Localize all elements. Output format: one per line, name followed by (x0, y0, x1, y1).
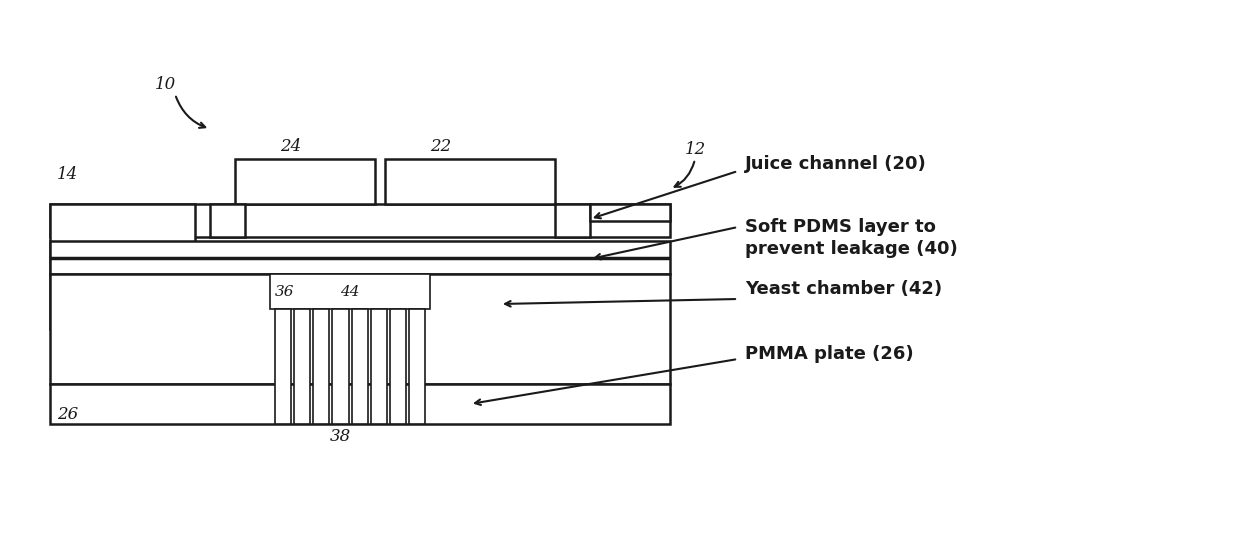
Bar (314, 309, 330, 424)
Bar (275, 309, 291, 424)
Bar (210, 204, 246, 237)
Bar (371, 309, 387, 424)
Bar (332, 309, 348, 424)
Text: 12: 12 (684, 141, 707, 158)
Text: 44: 44 (340, 285, 360, 299)
Bar (50, 241, 670, 274)
Bar (50, 274, 670, 384)
Text: Yeast chamber (42): Yeast chamber (42) (745, 280, 942, 298)
Text: 36: 36 (275, 285, 295, 299)
Bar (351, 309, 367, 424)
Bar (236, 159, 374, 204)
Bar (270, 274, 430, 309)
Text: 38: 38 (330, 428, 351, 445)
Bar (50, 204, 670, 237)
Text: PMMA plate (26): PMMA plate (26) (745, 345, 914, 363)
Text: Soft PDMS layer to: Soft PDMS layer to (745, 218, 936, 236)
Bar (389, 309, 405, 424)
Bar (50, 204, 195, 329)
Bar (590, 204, 670, 221)
Text: 14: 14 (57, 166, 78, 183)
Bar (294, 309, 310, 424)
Text: 10: 10 (155, 76, 176, 93)
Bar (50, 384, 670, 424)
Bar (409, 309, 425, 424)
Text: 22: 22 (430, 138, 451, 155)
Text: 26: 26 (57, 406, 78, 423)
Text: 24: 24 (280, 138, 301, 155)
Bar (556, 204, 590, 237)
Text: prevent leakage (40): prevent leakage (40) (745, 240, 957, 258)
Bar (384, 159, 556, 204)
Text: Juice channel (20): Juice channel (20) (745, 155, 926, 173)
